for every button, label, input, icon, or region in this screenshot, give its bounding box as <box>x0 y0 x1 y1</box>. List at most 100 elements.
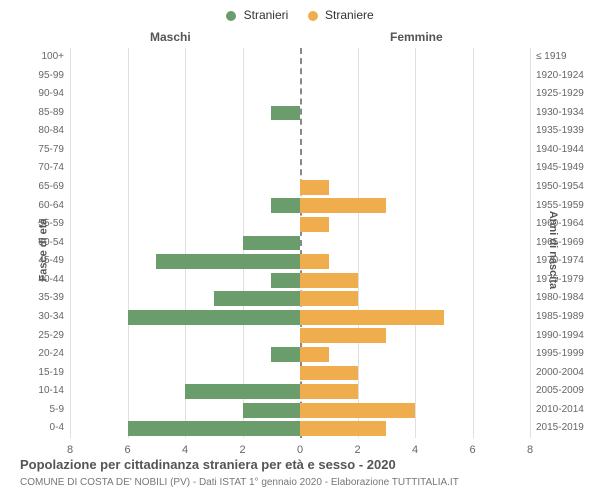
column-header-male: Maschi <box>150 30 191 44</box>
legend-label-female: Straniere <box>325 8 374 22</box>
birth-year-label: ≤ 1919 <box>530 48 567 67</box>
age-label: 35-39 <box>38 289 70 308</box>
chart-title: Popolazione per cittadinanza straniera p… <box>20 457 396 472</box>
legend-swatch-female <box>308 11 318 21</box>
age-label: 15-19 <box>38 364 70 383</box>
age-label: 0-4 <box>50 419 70 438</box>
birth-year-label: 1995-1999 <box>530 345 584 364</box>
age-row: 75-791940-1944 <box>70 141 530 160</box>
legend: Stranieri Straniere <box>0 8 600 22</box>
age-row: 95-991920-1924 <box>70 67 530 86</box>
bar-female <box>300 347 329 362</box>
age-row: 15-192000-2004 <box>70 364 530 383</box>
bar-female <box>300 328 386 343</box>
age-row: 55-591960-1964 <box>70 215 530 234</box>
bar-male <box>128 310 301 325</box>
bar-female <box>300 217 329 232</box>
birth-year-label: 1925-1929 <box>530 85 584 104</box>
birth-year-label: 1940-1944 <box>530 141 584 160</box>
bar-female <box>300 310 444 325</box>
age-label: 70-74 <box>38 159 70 178</box>
age-row: 60-641955-1959 <box>70 197 530 216</box>
birth-year-label: 2015-2019 <box>530 419 584 438</box>
birth-year-label: 1965-1969 <box>530 234 584 253</box>
bar-female <box>300 403 415 418</box>
x-tick-label: 0 <box>297 444 303 456</box>
bar-male <box>271 347 300 362</box>
bar-male <box>214 291 300 306</box>
x-tick-label: 2 <box>239 444 245 456</box>
age-row: 20-241995-1999 <box>70 345 530 364</box>
bar-female <box>300 384 358 399</box>
birth-year-label: 1970-1974 <box>530 252 584 271</box>
x-tick-label: 8 <box>67 444 73 456</box>
age-row: 70-741945-1949 <box>70 159 530 178</box>
age-label: 40-44 <box>38 271 70 290</box>
age-row: 45-491970-1974 <box>70 252 530 271</box>
age-row: 65-691950-1954 <box>70 178 530 197</box>
birth-year-label: 1985-1989 <box>530 308 584 327</box>
birth-year-label: 1955-1959 <box>530 197 584 216</box>
age-row: 10-142005-2009 <box>70 382 530 401</box>
x-tick-label: 8 <box>527 444 533 456</box>
bar-male <box>271 273 300 288</box>
birth-year-label: 1950-1954 <box>530 178 584 197</box>
bar-male <box>128 421 301 436</box>
bar-female <box>300 198 386 213</box>
legend-label-male: Stranieri <box>244 8 289 22</box>
birth-year-label: 2000-2004 <box>530 364 584 383</box>
chart-subtitle: COMUNE DI COSTA DE' NOBILI (PV) - Dati I… <box>20 477 459 488</box>
age-label: 65-69 <box>38 178 70 197</box>
legend-swatch-male <box>226 11 236 21</box>
bar-male <box>271 106 300 121</box>
birth-year-label: 1975-1979 <box>530 271 584 290</box>
age-row: 0-42015-2019 <box>70 419 530 438</box>
bar-female <box>300 273 358 288</box>
age-label: 60-64 <box>38 197 70 216</box>
age-label: 5-9 <box>50 401 70 420</box>
age-row: 25-291990-1994 <box>70 327 530 346</box>
age-row: 5-92010-2014 <box>70 401 530 420</box>
birth-year-label: 1935-1939 <box>530 122 584 141</box>
age-label: 85-89 <box>38 104 70 123</box>
bar-male <box>156 254 300 269</box>
age-label: 95-99 <box>38 67 70 86</box>
bar-female <box>300 366 358 381</box>
age-label: 90-94 <box>38 85 70 104</box>
age-row: 100+≤ 1919 <box>70 48 530 67</box>
age-row: 35-391980-1984 <box>70 289 530 308</box>
birth-year-label: 1960-1964 <box>530 215 584 234</box>
birth-year-label: 1920-1924 <box>530 67 584 86</box>
age-label: 55-59 <box>38 215 70 234</box>
age-label: 10-14 <box>38 382 70 401</box>
birth-year-label: 1930-1934 <box>530 104 584 123</box>
column-header-female: Femmine <box>390 30 443 44</box>
age-row: 90-941925-1929 <box>70 85 530 104</box>
age-label: 30-34 <box>38 308 70 327</box>
birth-year-label: 2005-2009 <box>530 382 584 401</box>
age-row: 80-841935-1939 <box>70 122 530 141</box>
bar-female <box>300 291 358 306</box>
age-row: 40-441975-1979 <box>70 271 530 290</box>
age-label: 75-79 <box>38 141 70 160</box>
legend-item-female: Straniere <box>308 8 374 22</box>
x-tick-label: 6 <box>469 444 475 456</box>
bar-female <box>300 421 386 436</box>
age-label: 45-49 <box>38 252 70 271</box>
bar-male <box>271 198 300 213</box>
birth-year-label: 1980-1984 <box>530 289 584 308</box>
age-label: 100+ <box>41 48 70 67</box>
age-label: 20-24 <box>38 345 70 364</box>
legend-item-male: Stranieri <box>226 8 288 22</box>
age-row: 50-541965-1969 <box>70 234 530 253</box>
age-label: 80-84 <box>38 122 70 141</box>
age-label: 50-54 <box>38 234 70 253</box>
bar-female <box>300 180 329 195</box>
x-tick-label: 4 <box>182 444 188 456</box>
bar-male <box>185 384 300 399</box>
birth-year-label: 2010-2014 <box>530 401 584 420</box>
plot-area: 864202468100+≤ 191995-991920-192490-9419… <box>70 48 530 438</box>
birth-year-label: 1945-1949 <box>530 159 584 178</box>
x-tick-label: 6 <box>124 444 130 456</box>
bar-male <box>243 403 301 418</box>
